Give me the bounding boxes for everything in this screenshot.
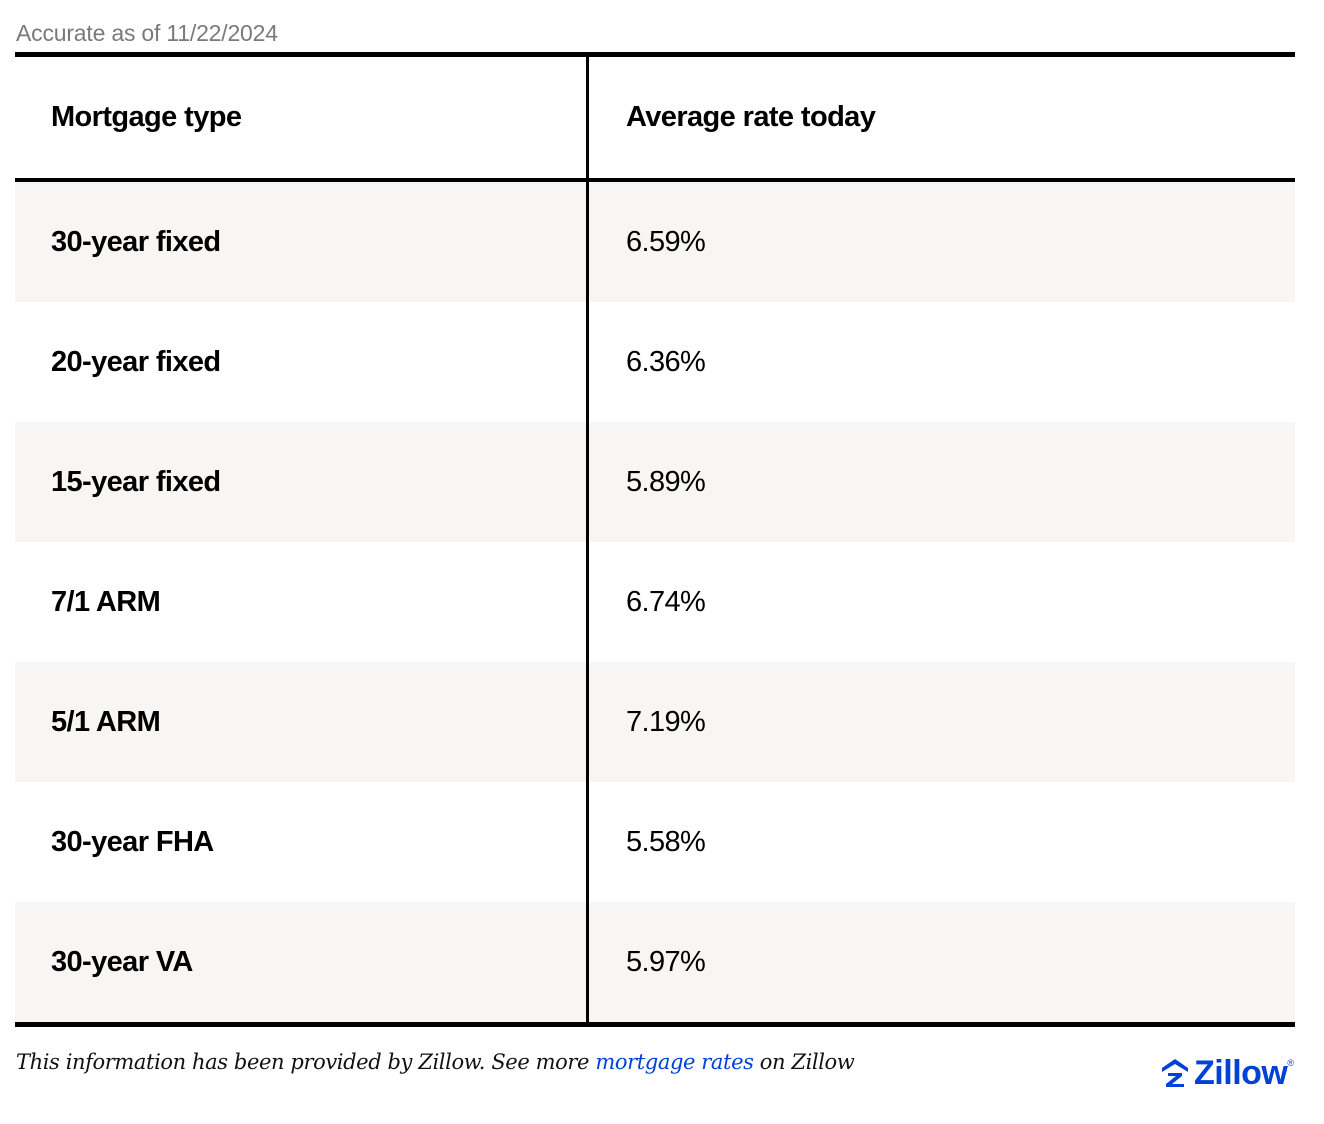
mortgage-type-cell: 7/1 ARM — [51, 585, 161, 618]
column-divider — [586, 57, 589, 1022]
mortgage-type-cell: 15-year fixed — [51, 465, 221, 498]
attribution-suffix: on Zillow — [753, 1050, 855, 1074]
attribution-text: This information has been provided by Zi… — [16, 1050, 855, 1074]
rate-cell: 7.19% — [626, 705, 706, 738]
attribution-prefix: This information has been provided by Zi… — [16, 1050, 596, 1074]
mortgage-type-cell: 30-year FHA — [51, 825, 214, 858]
mortgage-rates-link[interactable]: mortgage rates — [595, 1050, 754, 1074]
table-row: 7/1 ARM 6.74% — [15, 542, 1295, 662]
rate-cell: 5.58% — [626, 825, 706, 858]
mortgage-type-cell: 30-year fixed — [51, 225, 221, 258]
table-row: 5/1 ARM 7.19% — [15, 662, 1295, 782]
table-row: 30-year fixed 6.59% — [15, 182, 1295, 302]
mortgage-type-cell: 5/1 ARM — [51, 705, 161, 738]
rate-cell: 6.74% — [626, 585, 706, 618]
table-row: 30-year VA 5.97% — [15, 902, 1295, 1022]
header-average-rate: Average rate today — [626, 101, 876, 133]
rate-cell: 6.36% — [626, 345, 706, 378]
mortgage-type-cell: 20-year fixed — [51, 345, 221, 378]
header-mortgage-type: Mortgage type — [51, 101, 242, 133]
table-row: 30-year FHA 5.58% — [15, 782, 1295, 902]
rate-cell: 6.59% — [626, 225, 706, 258]
zillow-wordmark: Zillow — [1194, 1054, 1288, 1092]
registered-mark: ® — [1287, 1058, 1294, 1068]
rate-cell: 5.97% — [626, 945, 706, 978]
mortgage-type-cell: 30-year VA — [51, 945, 193, 978]
table-row: 15-year fixed 5.89% — [15, 422, 1295, 542]
zillow-house-icon — [1162, 1059, 1189, 1087]
accuracy-date-note: Accurate as of 11/22/2024 — [16, 20, 278, 46]
zillow-logo[interactable]: Zillow ® — [1160, 1054, 1294, 1092]
table-header-row: Mortgage type Average rate today — [15, 57, 1295, 182]
rate-cell: 5.89% — [626, 465, 706, 498]
table-row: 20-year fixed 6.36% — [15, 302, 1295, 422]
mortgage-rates-table: Mortgage type Average rate today 30-year… — [15, 52, 1295, 1027]
